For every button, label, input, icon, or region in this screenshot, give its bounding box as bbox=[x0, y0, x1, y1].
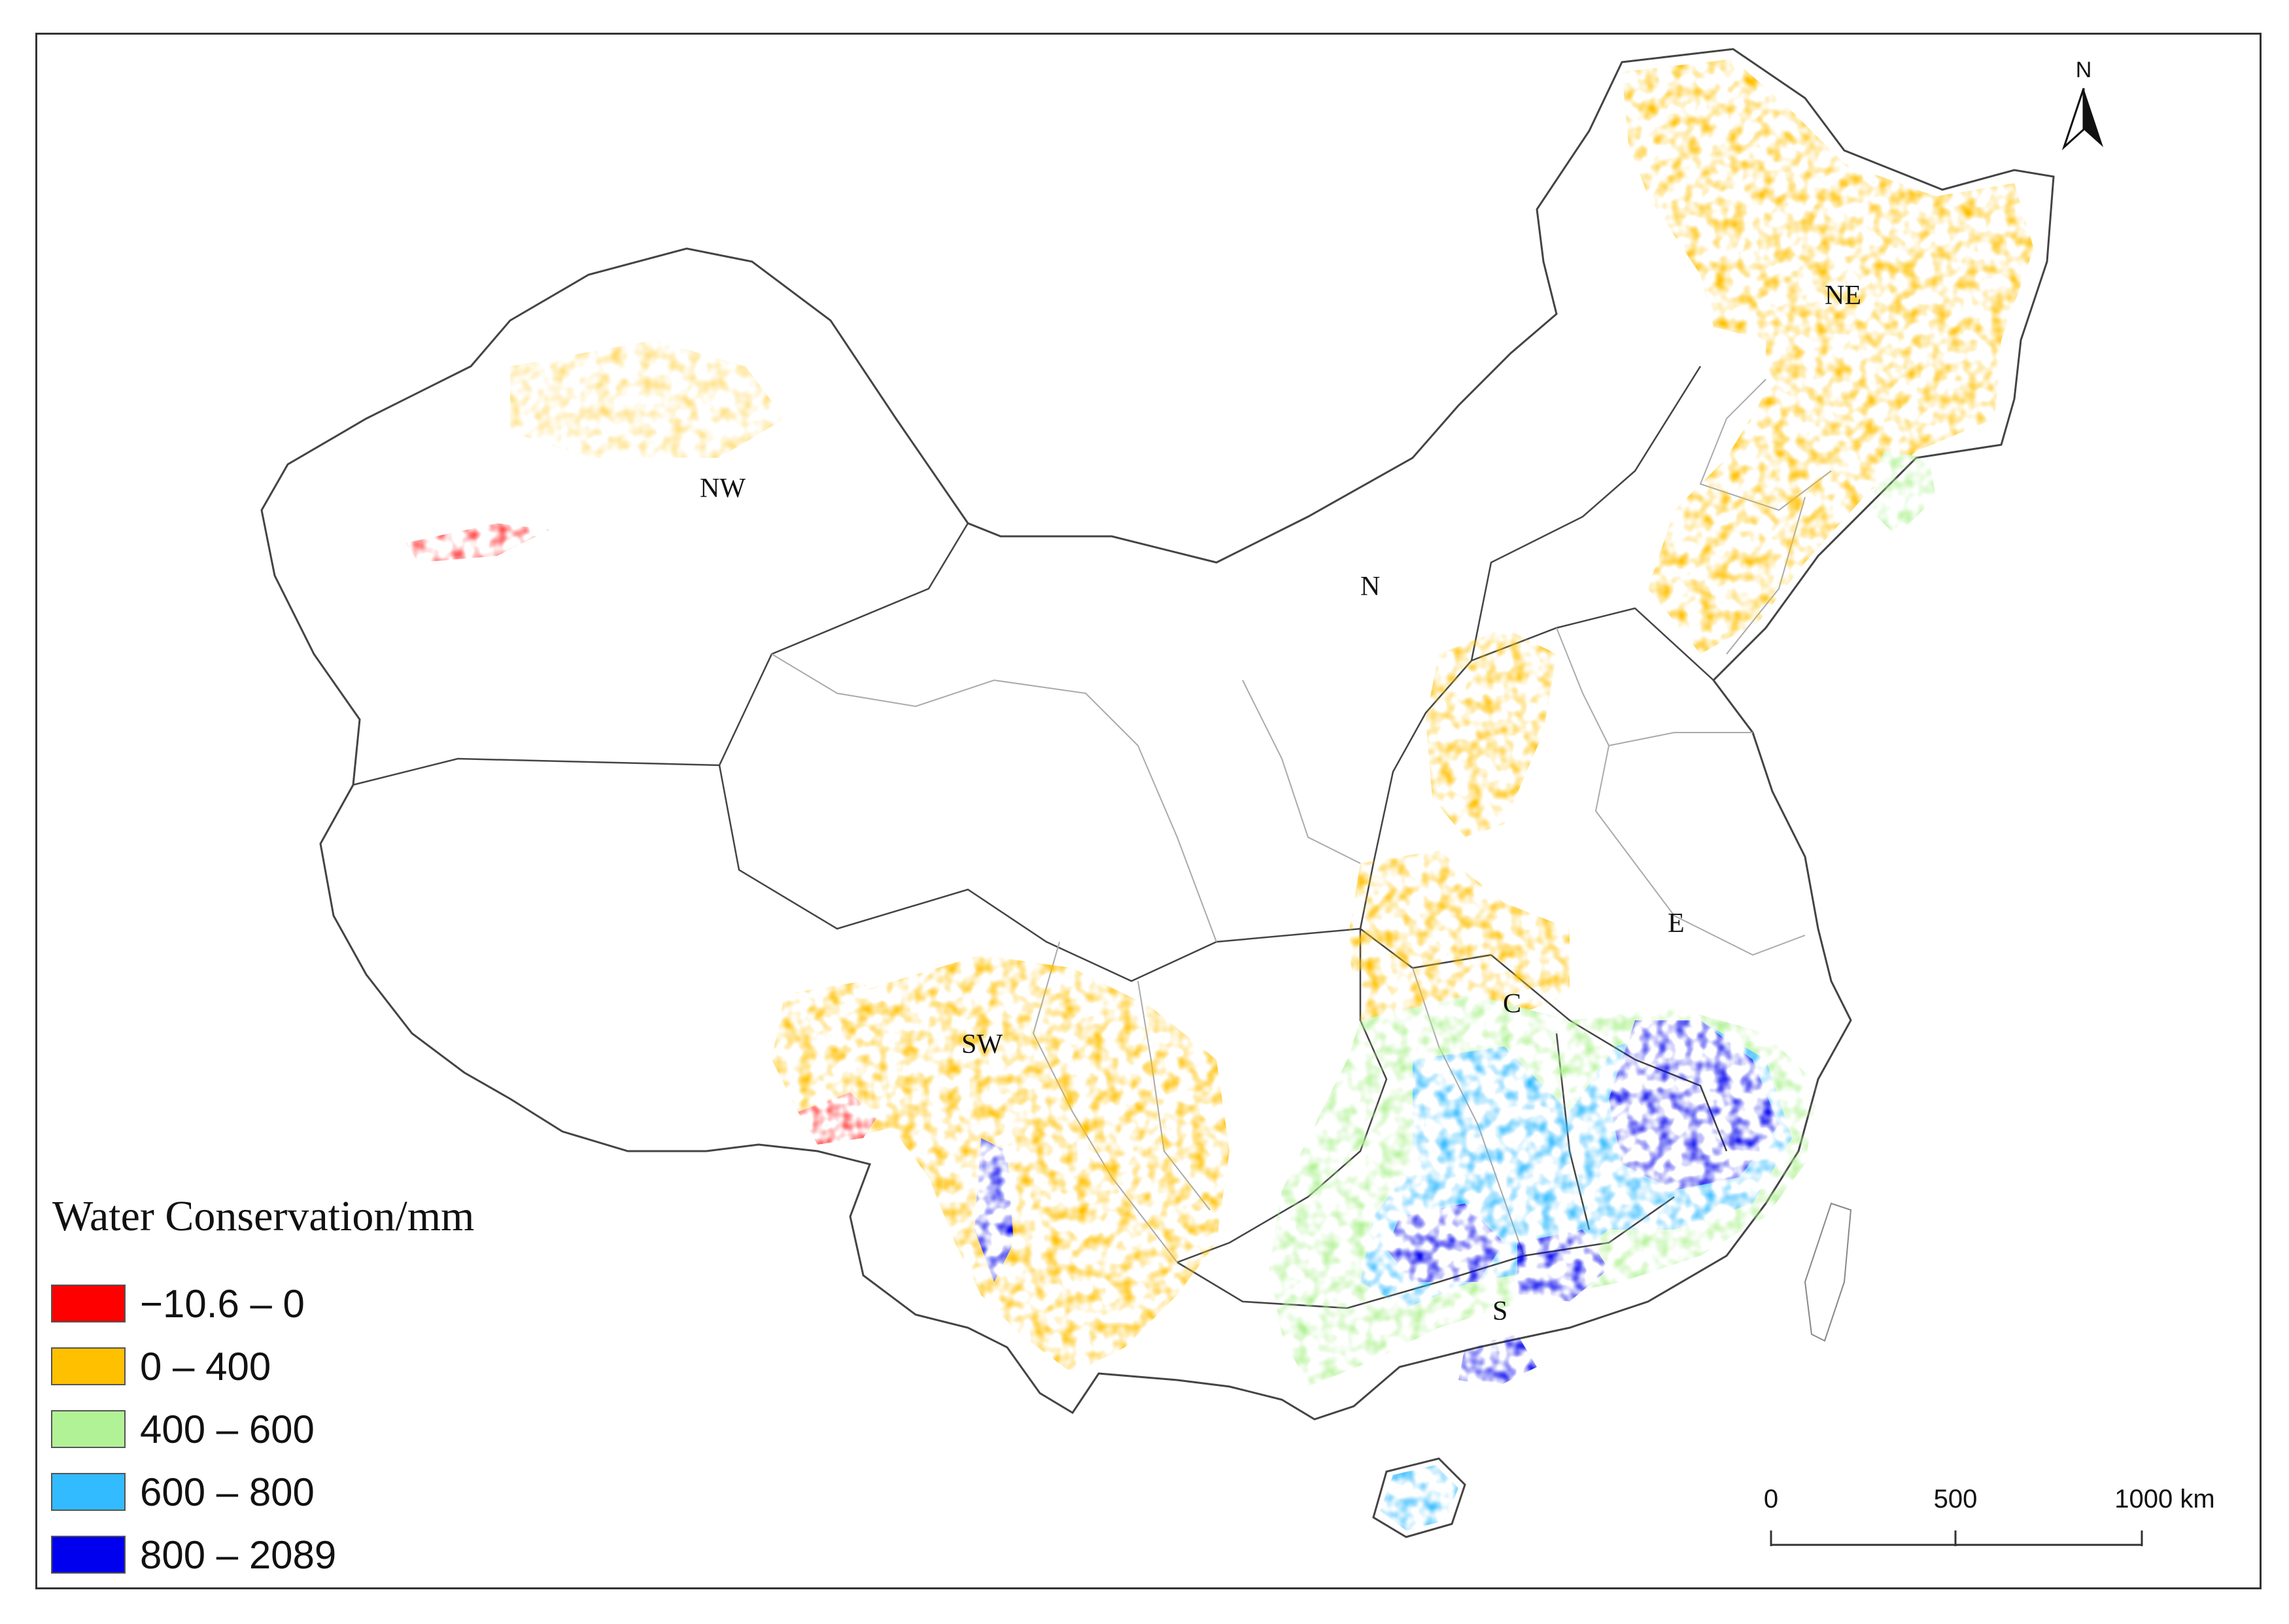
legend-item: 400 – 600 bbox=[51, 1398, 336, 1460]
patch-sw-west bbox=[772, 981, 903, 1138]
legend-label-5: 800 – 2089 bbox=[140, 1532, 337, 1577]
legend-item: 600 – 800 bbox=[51, 1460, 336, 1523]
region-label-n: N bbox=[1360, 572, 1380, 602]
legend-title: Water Conservation/mm bbox=[52, 1192, 475, 1240]
north-arrow: N bbox=[2061, 58, 2103, 150]
legend-swatch-2 bbox=[51, 1347, 126, 1385]
scale-tick-0: 0 bbox=[1764, 1485, 1778, 1513]
taiwan-island bbox=[1804, 1202, 1852, 1342]
patch-ne bbox=[1622, 59, 2034, 654]
region-label-sw: SW bbox=[961, 1029, 1003, 1060]
legend-label-3: 400 – 600 bbox=[140, 1407, 315, 1451]
region-label-nw: NW bbox=[700, 474, 746, 504]
legend-swatch-3 bbox=[51, 1410, 126, 1448]
patch-sw-blue bbox=[974, 1138, 1014, 1282]
scale-tick-1000: 1000 km bbox=[2114, 1485, 2214, 1513]
patch-ne-green bbox=[1870, 451, 1936, 536]
region-label-s: S bbox=[1492, 1296, 1507, 1326]
region-label-c: C bbox=[1503, 989, 1521, 1019]
legend-item: −10.6 – 0 bbox=[51, 1272, 336, 1335]
legend-swatch-5 bbox=[51, 1536, 126, 1574]
region-label-e: E bbox=[1668, 908, 1685, 939]
patch-s-blue-4 bbox=[1458, 1334, 1537, 1387]
legend-item: 800 – 2089 bbox=[51, 1523, 336, 1586]
patch-nw-red bbox=[405, 523, 549, 562]
region-label-ne: NE bbox=[1825, 281, 1861, 311]
legend-swatch-4 bbox=[51, 1473, 126, 1511]
legend: −10.6 – 0 0 – 400 400 – 600 600 – 800 80… bbox=[51, 1272, 336, 1586]
patch-sw bbox=[850, 955, 1230, 1373]
legend-label-1: −10.6 – 0 bbox=[140, 1281, 305, 1326]
conservation-patches bbox=[405, 59, 2034, 1530]
patch-hainan bbox=[1380, 1465, 1458, 1530]
patch-s-blue-1 bbox=[1609, 1020, 1779, 1190]
patch-s-blue-2 bbox=[1386, 1203, 1504, 1282]
legend-label-4: 600 – 800 bbox=[140, 1470, 315, 1514]
scale-bar: 0 500 1000 km bbox=[1764, 1485, 2215, 1546]
legend-item: 0 – 400 bbox=[51, 1335, 336, 1398]
patch-c bbox=[1347, 850, 1570, 1033]
patch-red bbox=[798, 1092, 876, 1145]
legend-swatch-1 bbox=[51, 1285, 126, 1322]
legend-label-2: 0 – 400 bbox=[140, 1344, 271, 1389]
patch-n bbox=[1426, 628, 1557, 837]
patch-nw bbox=[510, 340, 785, 458]
north-arrow-label: N bbox=[2076, 58, 2092, 82]
scale-tick-500: 500 bbox=[1934, 1485, 1978, 1513]
patch-s-blue-3 bbox=[1517, 1230, 1609, 1302]
